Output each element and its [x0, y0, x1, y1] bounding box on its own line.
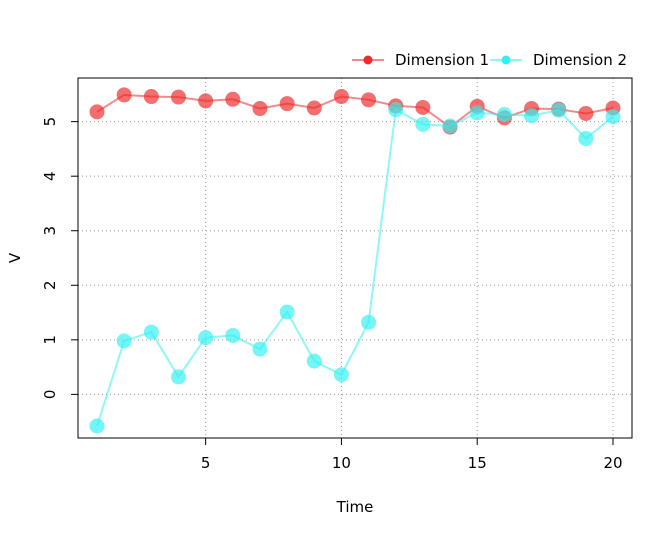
data-point: [306, 100, 322, 116]
series-2: [89, 102, 621, 434]
data-point: [333, 89, 349, 105]
data-point: [225, 91, 241, 107]
x-tick-label: 20: [603, 454, 622, 472]
legend-label: Dimension 1: [395, 51, 489, 69]
legend-marker: [363, 55, 373, 65]
data-point: [279, 304, 295, 320]
data-point: [143, 324, 159, 340]
data-point: [415, 99, 431, 115]
data-point: [252, 341, 268, 357]
data-point: [306, 353, 322, 369]
legend-item-2: Dimension 2: [490, 51, 627, 69]
legend-item-1: Dimension 1: [352, 51, 489, 69]
data-point: [89, 104, 105, 120]
series-layer: [89, 87, 621, 434]
data-point: [551, 102, 567, 118]
data-point: [388, 102, 404, 118]
data-point: [170, 369, 186, 385]
plot-frame: [77, 77, 633, 439]
y-tick-label: 0: [41, 390, 59, 400]
data-point: [198, 330, 214, 346]
data-point: [578, 105, 594, 121]
data-point: [252, 101, 268, 117]
data-point: [143, 89, 159, 105]
x-axis-label: Time: [336, 498, 374, 516]
data-point: [170, 89, 186, 105]
y-axis-label: V: [6, 252, 24, 263]
data-point: [89, 418, 105, 434]
data-point: [116, 87, 132, 103]
data-point: [605, 109, 621, 125]
data-point: [442, 118, 458, 134]
series-1: [89, 87, 621, 135]
legend-marker: [501, 55, 511, 65]
grid-lines: [78, 78, 632, 438]
data-point: [279, 96, 295, 112]
x-tick-label: 15: [468, 454, 487, 472]
y-tick-label: 4: [41, 171, 59, 181]
data-point: [415, 116, 431, 132]
x-tick-label: 10: [332, 454, 351, 472]
y-tick-label: 3: [41, 226, 59, 236]
data-point: [116, 333, 132, 349]
legend-label: Dimension 2: [533, 51, 627, 69]
data-point: [333, 367, 349, 383]
data-point: [198, 93, 214, 109]
data-point: [496, 107, 512, 123]
data-point: [524, 108, 540, 124]
axes: 5 10 15 20 0 1 2 3 4 5: [41, 117, 623, 472]
y-tick-label: 2: [41, 280, 59, 290]
x-tick-label: 5: [201, 454, 211, 472]
legend: Dimension 1 Dimension 2: [352, 51, 627, 69]
data-point: [469, 105, 485, 121]
data-point: [361, 314, 377, 330]
data-point: [578, 131, 594, 147]
data-point: [361, 92, 377, 108]
y-tick-label: 1: [41, 335, 59, 345]
data-point: [225, 327, 241, 343]
y-tick-label: 5: [41, 117, 59, 127]
